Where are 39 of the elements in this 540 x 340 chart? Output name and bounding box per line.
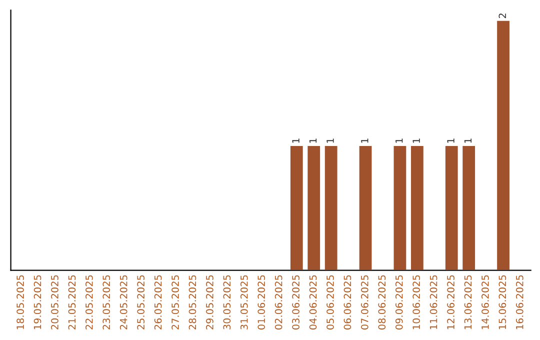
x-tick-label: 30.05.2025 — [223, 275, 231, 330]
x-tick-label: 15.06.2025 — [498, 275, 506, 330]
data-label: 1 — [412, 138, 420, 143]
x-tick-label: 06.06.2025 — [344, 275, 352, 330]
data-label: 1 — [447, 138, 454, 143]
data-label: 1 — [464, 138, 472, 143]
x-tick-label: 03.06.2025 — [292, 275, 300, 330]
x-tick-label: 07.06.2025 — [360, 275, 368, 330]
x-tick-label: 10.06.2025 — [412, 275, 420, 330]
x-tick-label: 04.06.2025 — [309, 275, 317, 330]
x-tick-label: 29.05.2025 — [206, 275, 214, 330]
x-tick-label: 27.05.2025 — [172, 275, 179, 330]
x-tick-label: 12.06.2025 — [447, 275, 454, 330]
data-label: 2 — [498, 14, 506, 18]
x-tick-label: 05.06.2025 — [326, 275, 334, 330]
x-tick-label: 13.06.2025 — [464, 275, 472, 330]
x-tick-label: 22.05.2025 — [85, 275, 93, 330]
x-tick-label: 25.05.2025 — [137, 275, 144, 330]
x-tick-label: 26.05.2025 — [154, 275, 162, 330]
x-tick-label: 20.05.2025 — [51, 275, 58, 330]
x-tick-label: 08.06.2025 — [378, 275, 386, 330]
data-label: 1 — [292, 138, 300, 143]
data-label: 1 — [361, 138, 368, 143]
x-tick-label: 24.05.2025 — [120, 275, 128, 330]
x-tick-label: 02.06.2025 — [274, 275, 282, 330]
x-tick-label: 21.05.2025 — [68, 275, 76, 330]
x-tick-label: 14.06.2025 — [482, 275, 489, 330]
x-tick-label: 09.06.2025 — [395, 275, 403, 330]
x-tick-label: 28.05.2025 — [188, 275, 196, 330]
data-label: 1 — [396, 138, 403, 143]
x-tick-label: 23.05.2025 — [102, 275, 110, 330]
x-tick-label: 16.06.2025 — [516, 275, 524, 330]
x-tick-label: 19.05.2025 — [34, 275, 42, 330]
x-tick-label: 01.06.2025 — [258, 275, 266, 330]
data-label: 1 — [326, 138, 334, 143]
x-tick-label: 11.06.2025 — [430, 275, 438, 330]
data-label: 1 — [309, 138, 317, 143]
x-tick-label: 18.05.2025 — [16, 275, 24, 330]
x-tick-label: 31.05.2025 — [240, 275, 248, 330]
